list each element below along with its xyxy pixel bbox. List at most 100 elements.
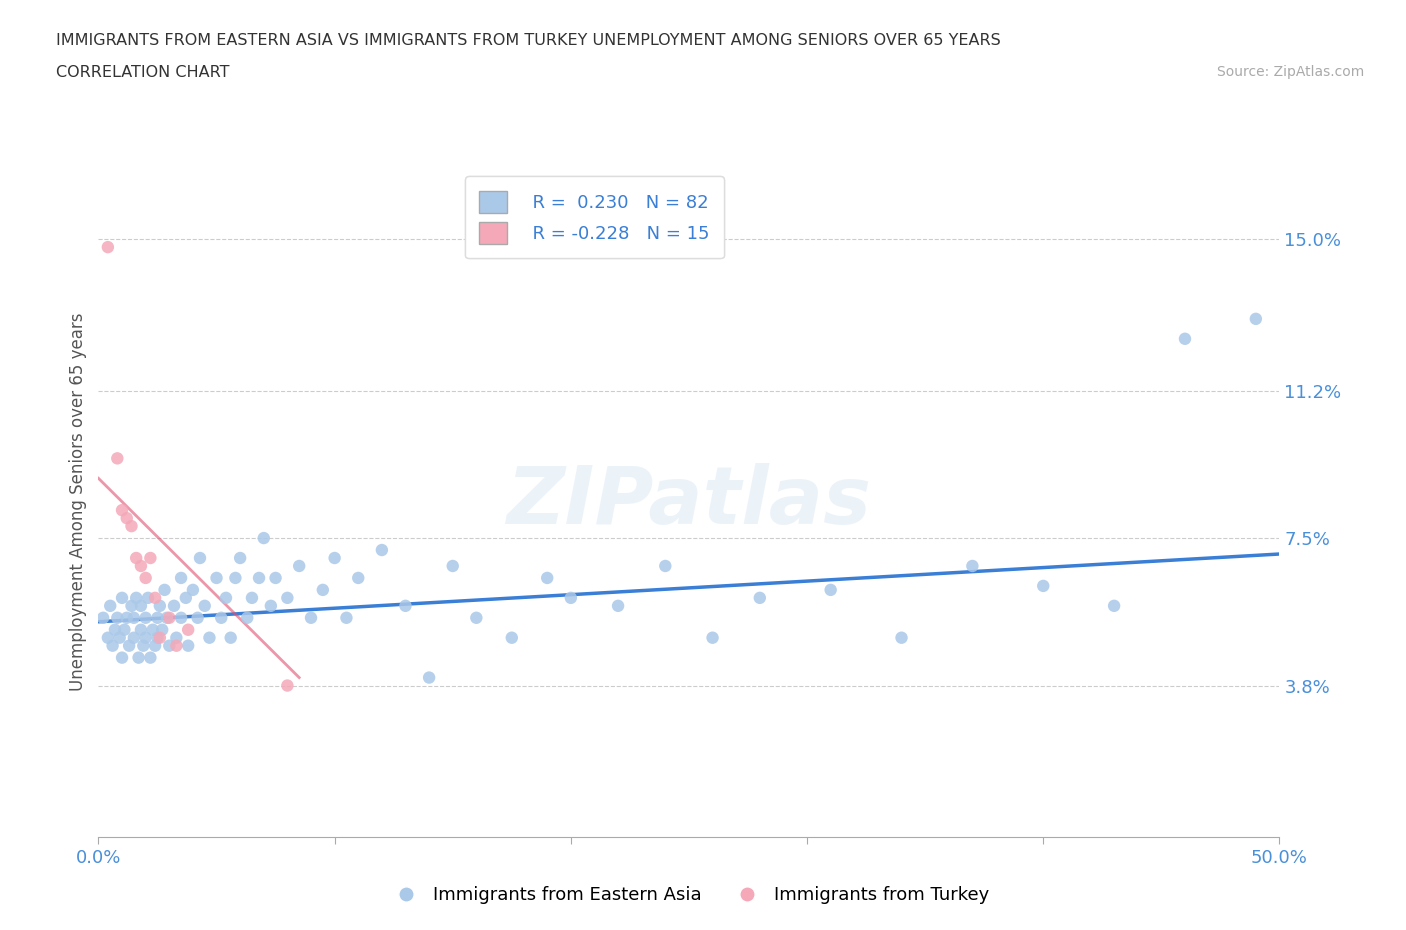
Point (536, 570, 558, 585)
Point (170, 610, 193, 625)
Point (129, 559, 152, 574)
Point (98, 598, 121, 613)
Point (97, 240, 120, 255)
Point (111, 591, 134, 605)
Point (128, 650, 150, 665)
Point (418, 671, 440, 685)
Point (236, 610, 259, 625)
Point (219, 631, 242, 645)
Point (890, 631, 912, 645)
Point (224, 570, 246, 585)
Point (146, 610, 169, 625)
Point (1102, 598, 1125, 613)
Point (122, 631, 145, 645)
Point (209, 610, 232, 625)
Text: ZIPatlas: ZIPatlas (506, 463, 872, 541)
Point (165, 638, 187, 653)
Point (101, 638, 124, 653)
Point (465, 610, 488, 625)
Point (312, 582, 335, 597)
Point (394, 598, 416, 613)
Point (105, 451, 128, 466)
Point (607, 598, 630, 613)
Point (142, 622, 165, 637)
Point (111, 503, 134, 518)
Point (276, 678, 298, 693)
Point (205, 570, 228, 585)
Point (247, 570, 270, 585)
Point (229, 551, 252, 565)
Legend:   R =  0.230   N = 82,   R = -0.228   N = 15: R = 0.230 N = 82, R = -0.228 N = 15 (465, 177, 724, 259)
Point (97, 631, 120, 645)
Point (264, 570, 287, 585)
Point (135, 610, 157, 625)
Point (347, 570, 370, 585)
Point (153, 582, 176, 597)
Point (170, 570, 193, 585)
Point (441, 559, 464, 574)
Point (335, 610, 357, 625)
Point (962, 559, 984, 574)
Point (121, 519, 143, 534)
Point (150, 622, 173, 637)
Point (215, 591, 238, 605)
Point (115, 511, 138, 525)
Text: CORRELATION CHART: CORRELATION CHART (56, 65, 229, 80)
Point (177, 622, 200, 637)
Text: IMMIGRANTS FROM EASTERN ASIA VS IMMIGRANTS FROM TURKEY UNEMPLOYMENT AMONG SENIOR: IMMIGRANTS FROM EASTERN ASIA VS IMMIGRAN… (56, 33, 1001, 47)
Point (139, 551, 162, 565)
Point (748, 591, 770, 605)
Point (560, 591, 582, 605)
Point (157, 610, 180, 625)
Point (501, 631, 523, 645)
Point (135, 570, 157, 585)
Point (135, 631, 157, 645)
Point (157, 638, 180, 653)
Point (820, 582, 842, 597)
Point (299, 610, 322, 625)
Point (139, 650, 162, 665)
Point (91, 610, 114, 625)
Point (108, 631, 131, 645)
Point (125, 551, 148, 565)
Point (111, 650, 134, 665)
Point (125, 591, 148, 605)
Point (1032, 578, 1054, 593)
Point (188, 551, 211, 565)
Point (112, 622, 135, 637)
Point (702, 631, 724, 645)
Point (198, 631, 221, 645)
Point (165, 631, 187, 645)
Point (149, 631, 172, 645)
Point (323, 551, 346, 565)
Point (122, 610, 145, 625)
Point (276, 591, 298, 605)
Point (121, 598, 143, 613)
Point (143, 591, 166, 605)
Y-axis label: Unemployment Among Seniors over 65 years: Unemployment Among Seniors over 65 years (69, 313, 87, 691)
Legend: Immigrants from Eastern Asia, Immigrants from Turkey: Immigrants from Eastern Asia, Immigrants… (381, 879, 997, 911)
Point (177, 638, 200, 653)
Point (1174, 331, 1197, 346)
Point (288, 559, 311, 574)
Point (129, 622, 152, 637)
Point (136, 591, 159, 605)
Point (240, 591, 263, 605)
Point (1244, 312, 1267, 326)
Point (187, 610, 209, 625)
Point (105, 610, 128, 625)
Point (174, 591, 197, 605)
Point (146, 631, 169, 645)
Point (163, 598, 186, 613)
Point (156, 610, 179, 625)
Point (118, 638, 141, 653)
Point (253, 531, 276, 546)
Point (181, 582, 204, 597)
Point (132, 638, 155, 653)
Point (129, 598, 152, 613)
Point (149, 598, 172, 613)
Point (194, 598, 217, 613)
Point (115, 610, 138, 625)
Text: Source: ZipAtlas.com: Source: ZipAtlas.com (1216, 65, 1364, 79)
Point (104, 622, 127, 637)
